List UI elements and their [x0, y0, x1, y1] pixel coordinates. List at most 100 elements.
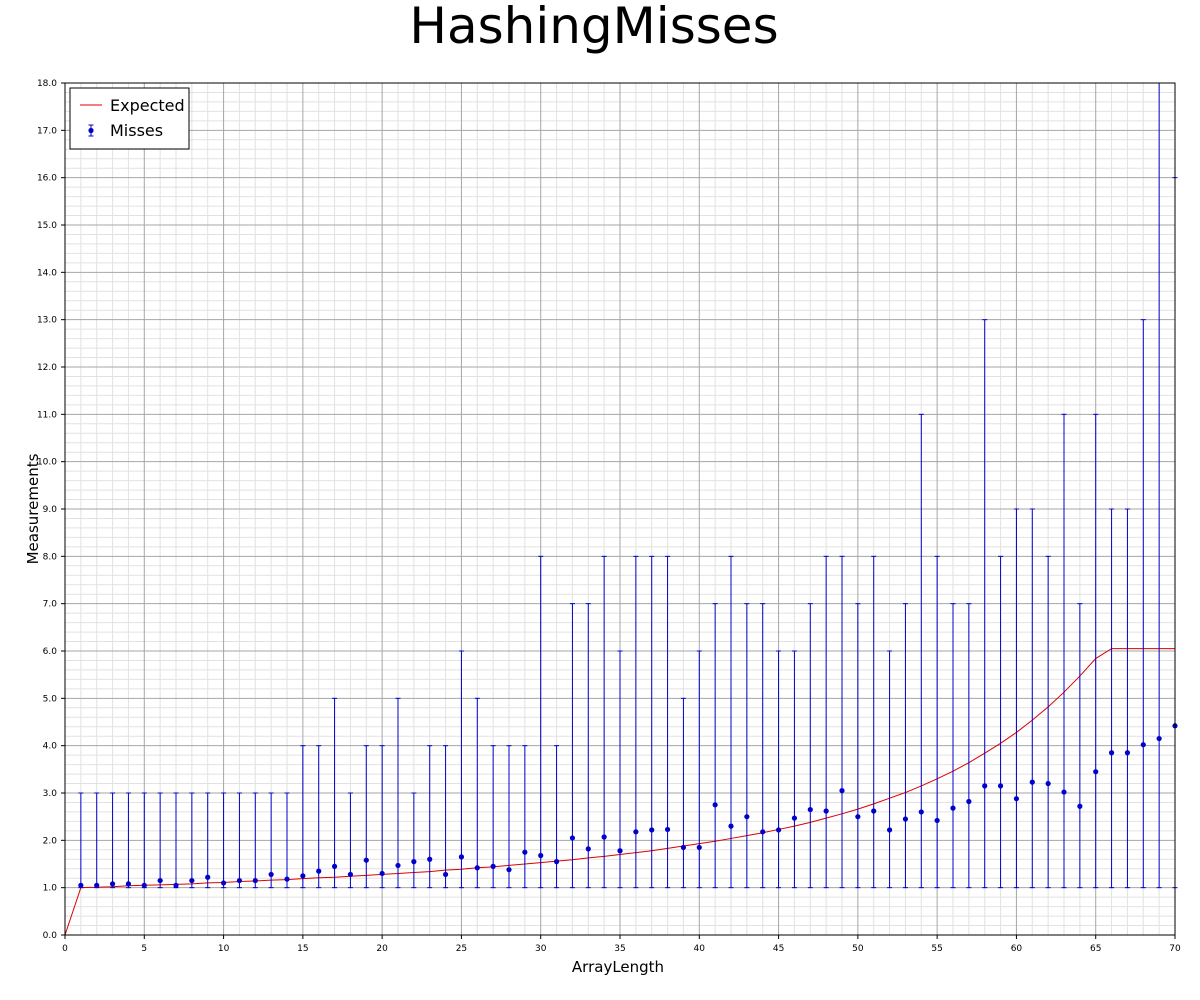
misses-point [950, 805, 956, 811]
x-tick-label: 25 [456, 944, 467, 954]
misses-point [474, 865, 480, 871]
misses-point [823, 808, 829, 814]
misses-point [220, 880, 227, 886]
misses-point [252, 877, 258, 884]
legend-box [69, 87, 190, 150]
x-tick-label: 15 [297, 944, 308, 954]
misses-point [205, 874, 211, 880]
misses-point [918, 809, 924, 815]
series-layer [64, 82, 1178, 936]
misses-point [649, 827, 655, 833]
misses-point [538, 852, 544, 859]
misses-point [300, 873, 306, 879]
misses-point [617, 848, 623, 854]
y-tick-label: 15.0 [37, 221, 57, 231]
y-tick-label: 12.0 [37, 363, 57, 373]
misses-point [807, 806, 813, 813]
y-tick-label: 0.0 [43, 931, 58, 941]
misses-point [442, 871, 449, 878]
x-tick-label: 40 [694, 944, 706, 954]
misses-point [506, 867, 512, 873]
misses-point [744, 814, 750, 820]
misses-point [997, 783, 1004, 789]
misses-point [855, 814, 861, 820]
misses-point [553, 859, 560, 865]
misses-point [569, 835, 576, 841]
misses-point [1077, 803, 1083, 809]
x-axis-ticks: 0 5 10 15 20 25 30 35 40 45 50 55 60 65 70 [62, 935, 1181, 954]
x-tick-label: 30 [535, 944, 547, 954]
misses-point [680, 844, 687, 851]
misses-point [157, 877, 163, 884]
y-tick-label: 11.0 [37, 410, 57, 420]
misses-point [1093, 769, 1099, 775]
y-axis-label: Measurements [24, 453, 42, 564]
misses-point [934, 817, 940, 824]
y-tick-label: 17.0 [37, 126, 57, 136]
misses-point [728, 823, 734, 829]
plot-frame [64, 82, 1176, 936]
misses-point [712, 802, 718, 808]
misses-point [585, 846, 591, 852]
x-tick-label: 55 [931, 944, 942, 954]
misses-point [78, 882, 84, 888]
y-tick-label: 9.0 [43, 505, 58, 515]
x-tick-label: 5 [141, 944, 147, 954]
y-tick-label: 18.0 [37, 79, 57, 89]
misses-point [1045, 780, 1051, 787]
misses-point [141, 882, 147, 888]
misses-point [760, 829, 766, 835]
x-axis-label: ArrayLength [572, 958, 664, 976]
misses-point [982, 783, 988, 789]
misses-point [966, 798, 972, 805]
misses-point [316, 868, 322, 874]
y-tick-label: 5.0 [43, 694, 58, 704]
legend: Expected Misses [69, 87, 190, 150]
misses-point [1140, 742, 1146, 748]
misses-point [109, 881, 116, 887]
misses-point [427, 856, 433, 862]
x-tick-label: 65 [1090, 944, 1101, 954]
x-tick-label: 0 [62, 944, 68, 954]
misses-point [395, 862, 401, 869]
misses-point [490, 863, 496, 869]
y-axis-ticks: 0.0 1.0 2.0 3.0 4.0 5.0 6.0 7.0 8.0 9.0 10.0 11.0 12… [37, 79, 65, 941]
y-tick-label: 6.0 [43, 647, 58, 657]
misses-point [94, 882, 100, 888]
x-tick-label: 35 [614, 944, 625, 954]
y-tick-label: 13.0 [37, 316, 57, 326]
y-tick-label: 10.0 [37, 458, 57, 468]
misses-point [347, 871, 354, 878]
misses-point [189, 877, 195, 884]
y-tick-label: 2.0 [43, 836, 58, 846]
misses-point [173, 882, 179, 888]
x-tick-label: 10 [218, 944, 230, 954]
misses-point [871, 808, 877, 814]
misses-point [1061, 789, 1067, 795]
misses-point [1013, 796, 1020, 802]
misses-point [1156, 735, 1162, 742]
y-tick-label: 14.0 [37, 268, 57, 278]
legend-expected-label: Expected [110, 96, 185, 115]
misses-point [1029, 779, 1035, 785]
misses-point [839, 788, 845, 794]
misses-point [363, 857, 369, 863]
misses-point [125, 881, 132, 887]
y-tick-label: 1.0 [43, 884, 58, 894]
x-tick-label: 70 [1169, 944, 1181, 954]
y-tick-label: 4.0 [43, 742, 58, 752]
misses-point [664, 826, 671, 833]
x-tick-label: 20 [376, 944, 388, 954]
x-tick-label: 45 [773, 944, 784, 954]
y-tick-label: 3.0 [43, 789, 58, 799]
legend-misses-label: Misses [110, 121, 163, 140]
misses-point [284, 876, 290, 882]
misses-point [902, 816, 909, 822]
misses-point [331, 863, 338, 869]
misses-point [775, 827, 782, 833]
misses-point [236, 877, 243, 884]
misses-point [411, 859, 417, 865]
misses-point [379, 870, 385, 877]
x-tick-label: 60 [1011, 944, 1023, 954]
